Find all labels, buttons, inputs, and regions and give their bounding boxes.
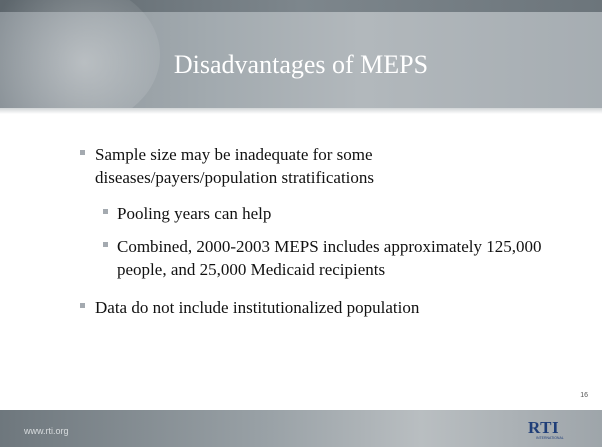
- bullet-marker: [103, 242, 108, 247]
- logo-subtitle: INTERNATIONAL: [536, 436, 564, 440]
- bullet: Sample size may be inadequate for some d…: [95, 145, 375, 187]
- sub-bullet: Pooling years can help: [117, 204, 272, 223]
- bullet-marker: [103, 209, 108, 214]
- top-strip: [0, 0, 602, 12]
- slide-title: Disadvantages of MEPS: [173, 50, 429, 79]
- bullet-marker: [80, 150, 85, 155]
- slide-number: 16: [580, 392, 588, 399]
- bullet-marker: [80, 303, 85, 308]
- bullet: Data do not include institutionalized po…: [95, 298, 420, 317]
- header-shadow: [0, 108, 602, 114]
- sub-bullet: Combined, 2000-2003 MEPS includes approx…: [117, 237, 542, 279]
- header-band: [0, 0, 602, 108]
- footer-url: www.rti.org: [24, 426, 69, 436]
- logo: RTI: [528, 418, 560, 437]
- footer-band: [0, 410, 602, 447]
